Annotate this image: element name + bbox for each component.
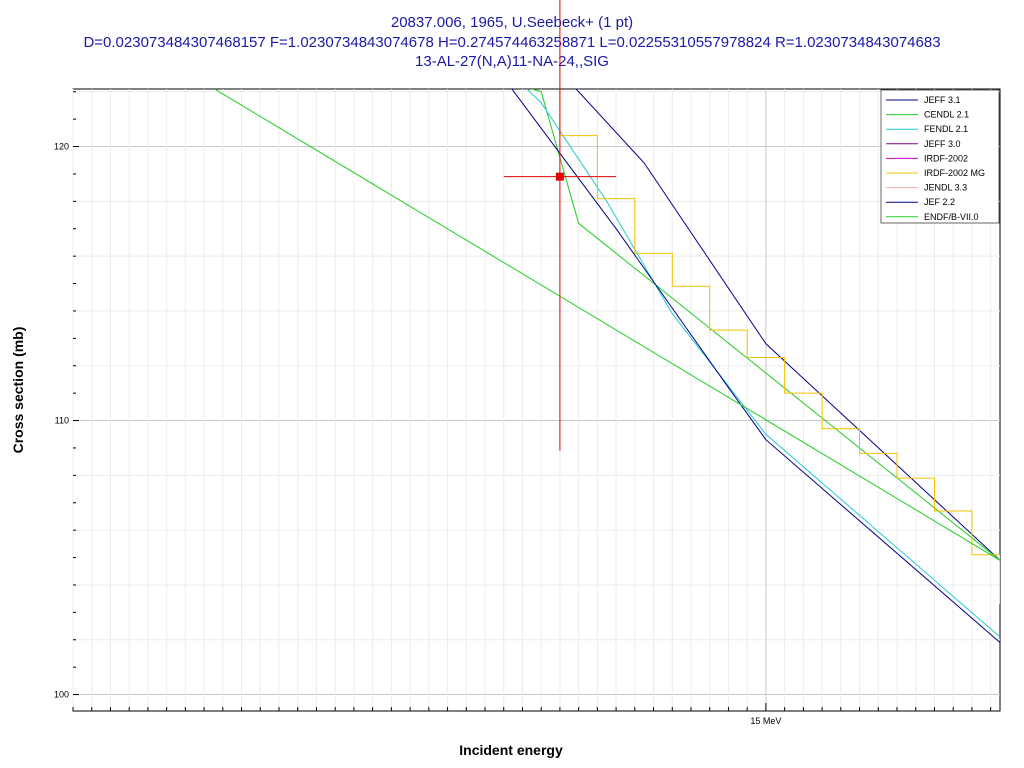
legend-entry: ENDF/B-VII.0 [924,212,979,222]
y-tick-label: 110 [55,416,69,426]
legend: JEFF 3.1 CENDL 2.1 FENDL 2.1 JEFF 3.0 IRDF-2… [880,89,1000,224]
grid-layer [72,89,1000,711]
series-line-fendl-2-1 [526,89,1000,638]
series-line-cendl-2-1 [530,89,1000,561]
series-line-jeff-3-1 [575,89,1000,561]
tick-layer: 10011012013015 MeV [54,91,992,726]
experimental-point-layer [503,0,617,451]
legend-entry: IRDF-2002 MG [924,168,985,178]
y-tick-label: 120 [54,142,69,152]
legend-entry: FENDL 2.1 [924,124,968,134]
legend-entry: JEFF 3.0 [924,139,961,149]
plot-area [72,88,1001,712]
legend-entry: JENDL 3.3 [924,183,967,193]
chart-title-line1: 20837.006, 1965, U.Seebeck+ (1 pt) [390,14,634,31]
legend-box [880,89,1000,224]
x-axis-label: Incident energy [459,742,563,758]
chart-title-line2: D=0.023073484307468157 F=1.0230734843074… [83,34,941,51]
legend-entry: JEF 2.2 [924,197,955,207]
legend-entry: CENDL 2.1 [924,110,969,120]
y-axis-label: Cross section (mb) [10,327,26,454]
legend-entry: JEFF 3.1 [924,95,961,105]
y-tick-label: 100 [54,690,69,700]
legend-entry: IRDF-2002 [924,153,968,163]
series-line-endf-b-vii-0 [213,89,1000,561]
series-line-irdf-2002-mg [559,89,1000,605]
x-tick-label: 15 MeV [750,716,781,726]
exp-data-point [555,172,564,181]
chart-title-line3: 13-AL-27(N,A)11-NA-24,,SIG [415,53,609,70]
